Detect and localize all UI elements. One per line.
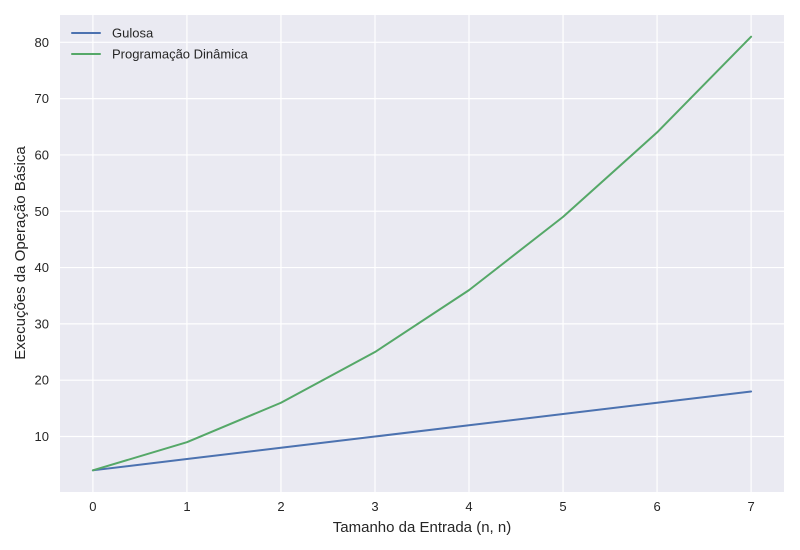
series-lines [91, 35, 753, 472]
y-tick-label: 70 [35, 91, 49, 106]
series-line-1 [91, 35, 753, 472]
x-tick-label: 0 [89, 499, 96, 514]
x-axis-label: Tamanho da Entrada (n, n) [333, 519, 511, 536]
y-tick-label: 60 [35, 147, 49, 162]
y-axis-label: Execuções da Operação Básica [12, 146, 29, 360]
grid-lines [60, 15, 784, 492]
legend-label-programacao-dinamica: Programação Dinâmica [112, 47, 249, 62]
y-tick-label: 30 [35, 316, 49, 331]
y-tick-label: 80 [35, 35, 49, 50]
series-line-0 [91, 390, 753, 472]
x-tick-label: 2 [277, 499, 284, 514]
x-tick-label: 5 [559, 499, 566, 514]
y-tick-label: 20 [35, 373, 49, 388]
x-tick-label: 6 [653, 499, 660, 514]
x-tick-label: 1 [183, 499, 190, 514]
y-tick-label: 40 [35, 260, 49, 275]
plot-background [60, 15, 784, 492]
x-tick-label: 3 [371, 499, 378, 514]
legend: Gulosa Programação Dinâmica [71, 26, 249, 62]
x-tick-label: 7 [747, 499, 754, 514]
x-axis-ticks: 0 1 2 3 4 5 6 7 [89, 499, 754, 514]
legend-label-gulosa: Gulosa [112, 26, 154, 41]
x-tick-label: 4 [465, 499, 472, 514]
y-axis-ticks: 10 20 30 40 50 60 70 80 [35, 35, 49, 444]
y-tick-label: 50 [35, 204, 49, 219]
y-tick-label: 10 [35, 429, 49, 444]
